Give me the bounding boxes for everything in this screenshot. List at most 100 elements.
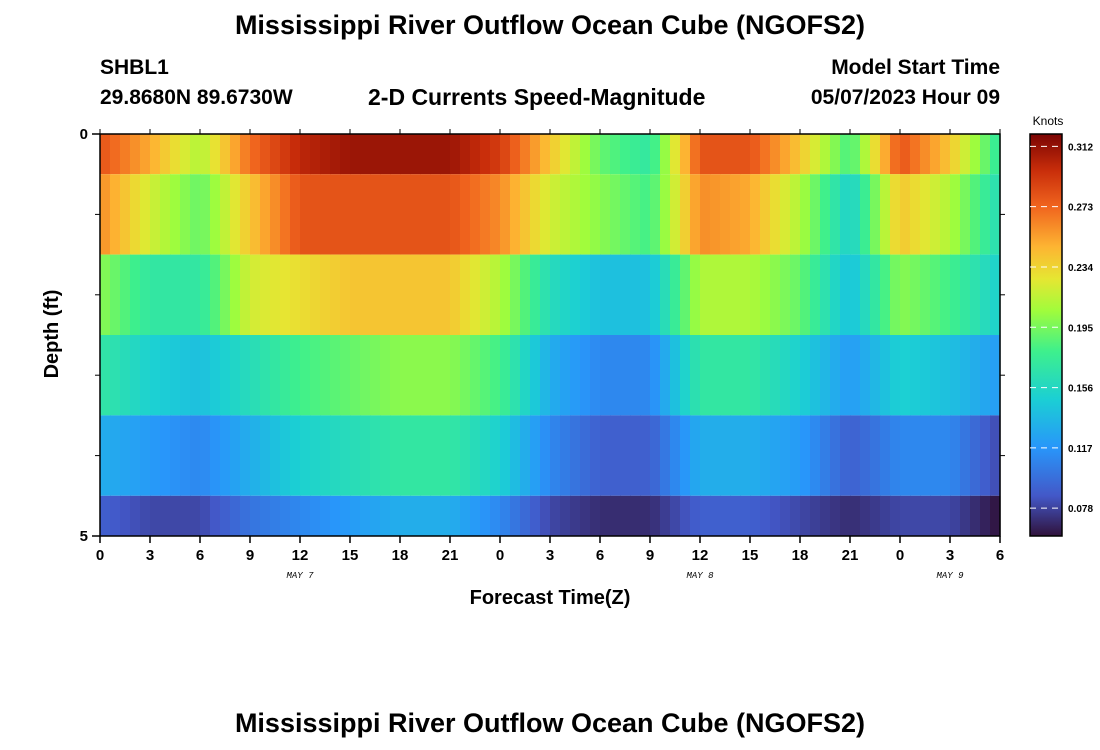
heatmap-cell [730,134,741,175]
heatmap-cell [860,174,871,255]
heatmap-cell [690,134,701,175]
heatmap-cell [750,254,761,335]
heatmap-cell [670,254,681,335]
heatmap-cell [360,415,371,496]
heatmap-cell [410,134,421,175]
heatmap-cell [840,134,851,175]
heatmap-cell [810,134,821,175]
heatmap-cell [230,174,241,255]
heatmap-cell [870,415,881,496]
heatmap-cell [360,174,371,255]
heatmap-cell [340,174,351,255]
heatmap-cell [270,134,281,175]
heatmap-cell [770,134,781,175]
heatmap-cell [820,174,831,255]
heatmap-cell [880,134,891,175]
heatmap-cell [700,415,711,496]
heatmap-cell [920,254,931,335]
heatmap-cell [270,174,281,255]
heatmap-cell [700,134,711,175]
heatmap-cell [140,495,151,536]
colorbar-tick-label: 0.234 [1068,263,1093,274]
heatmap-cell [660,174,671,255]
heatmap-cell [540,415,551,496]
x-axis: 0 3 6 9 12 15 18 21 0 3 6 9 12 15 18 21 0 3 6 MAY 7 MAY 8 MAY… [96,129,1004,581]
heatmap-cell [310,415,321,496]
heatmap-cell [630,134,641,175]
heatmap-cell [550,335,561,416]
heatmap-cell [260,495,271,536]
heatmap-cell [400,134,411,175]
x-tick-label: 0 [496,547,504,564]
heatmap-cell [660,495,671,536]
heatmap-cell [450,134,461,175]
heatmap-cell [380,134,391,175]
heatmap-cell [990,335,1001,416]
heatmap-cell [930,495,941,536]
heatmap-cell [510,495,521,536]
heatmap-cell [840,174,851,255]
heatmap-cell [160,174,171,255]
heatmap-cell [740,335,751,416]
heatmap-cell [850,134,861,175]
heatmap-cell [860,134,871,175]
heatmap-cell [930,254,941,335]
heatmap-cell [330,254,341,335]
heatmap-cell [720,254,731,335]
heatmap-cell [300,134,311,175]
heatmap-cell [990,174,1001,255]
heatmap-cell [790,495,801,536]
heatmap-cell [250,495,261,536]
heatmap-cell [890,495,901,536]
heatmap-cell [210,335,221,416]
heatmap-cell [920,134,931,175]
colorbar-tick-label: 0.195 [1068,323,1093,334]
x-tick-label: 12 [292,547,309,564]
heatmap-cell [210,415,221,496]
heatmap-cell [370,254,381,335]
heatmap-cell [400,415,411,496]
heatmap-cell [270,415,281,496]
heatmap-cell [200,174,211,255]
heatmap-cell [850,415,861,496]
x-tick-label: 21 [842,547,859,564]
heatmap-cell [530,174,541,255]
heatmap-cell [770,174,781,255]
heatmap-cell [210,174,221,255]
heatmap-cell [560,415,571,496]
heatmap-cell [580,495,591,536]
heatmap-cell [150,254,161,335]
heatmap-cell [790,254,801,335]
heatmap-cell [600,174,611,255]
heatmap-cell [150,495,161,536]
heatmap-cell [250,415,261,496]
heatmap-cell [320,134,331,175]
heatmap-cell [810,254,821,335]
heatmap-cell [270,254,281,335]
heatmap-cell [950,495,961,536]
heatmap-cell [700,254,711,335]
heatmap-cell [920,335,931,416]
heatmap-cell [800,174,811,255]
heatmap-cell [710,335,721,416]
heatmap-cell [520,415,531,496]
heatmap-cell [790,335,801,416]
heatmap-cell [840,415,851,496]
heatmap-cell [560,495,571,536]
heatmap-cell [870,174,881,255]
heatmap-cell [580,254,591,335]
heatmap-cell [800,335,811,416]
heatmap-cell [680,495,691,536]
heatmap-cell [100,134,111,175]
heatmap-cell [220,495,231,536]
heatmap-cell [400,495,411,536]
heatmap-cell [860,495,871,536]
heatmap-cell [490,174,501,255]
heatmap-cell [480,335,491,416]
heatmap-cell [200,254,211,335]
heatmap-cell [150,415,161,496]
heatmap-cell [430,174,441,255]
heatmap-cell [960,134,971,175]
heatmap-cell [710,134,721,175]
heatmap-cell [640,495,651,536]
